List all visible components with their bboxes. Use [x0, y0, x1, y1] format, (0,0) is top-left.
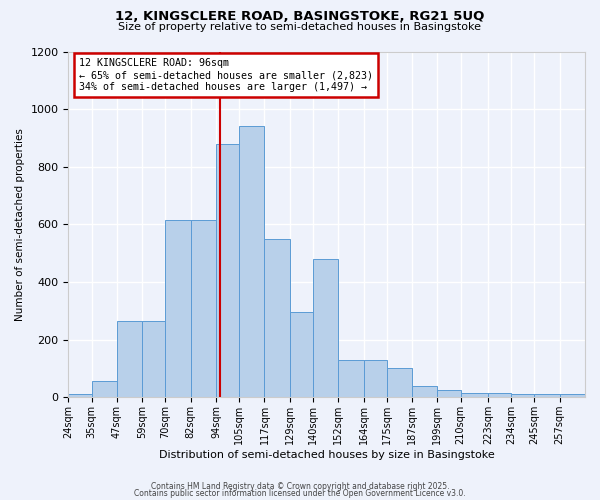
Bar [290, 312, 313, 398]
Bar [142, 321, 166, 398]
X-axis label: Distribution of semi-detached houses by size in Basingstoke: Distribution of semi-detached houses by … [159, 450, 494, 460]
Y-axis label: Number of semi-detached properties: Number of semi-detached properties [15, 128, 25, 321]
Bar [216, 144, 239, 398]
Bar [437, 390, 461, 398]
Bar [313, 259, 338, 398]
Bar [488, 393, 511, 398]
Bar [387, 368, 412, 398]
Bar [239, 126, 265, 398]
Text: Contains public sector information licensed under the Open Government Licence v3: Contains public sector information licen… [134, 490, 466, 498]
Bar [191, 220, 216, 398]
Bar [412, 386, 437, 398]
Bar [461, 393, 488, 398]
Bar [166, 220, 191, 398]
Bar [265, 239, 290, 398]
Bar [511, 394, 535, 398]
Bar [364, 360, 387, 398]
Bar [117, 321, 142, 398]
Text: 12 KINGSCLERE ROAD: 96sqm
← 65% of semi-detached houses are smaller (2,823)
34% : 12 KINGSCLERE ROAD: 96sqm ← 65% of semi-… [79, 58, 373, 92]
Bar [92, 382, 117, 398]
Bar [338, 360, 364, 398]
Bar [68, 394, 92, 398]
Bar [560, 394, 585, 398]
Text: Size of property relative to semi-detached houses in Basingstoke: Size of property relative to semi-detach… [119, 22, 482, 32]
Text: Contains HM Land Registry data © Crown copyright and database right 2025.: Contains HM Land Registry data © Crown c… [151, 482, 449, 491]
Text: 12, KINGSCLERE ROAD, BASINGSTOKE, RG21 5UQ: 12, KINGSCLERE ROAD, BASINGSTOKE, RG21 5… [115, 10, 485, 23]
Bar [535, 394, 560, 398]
